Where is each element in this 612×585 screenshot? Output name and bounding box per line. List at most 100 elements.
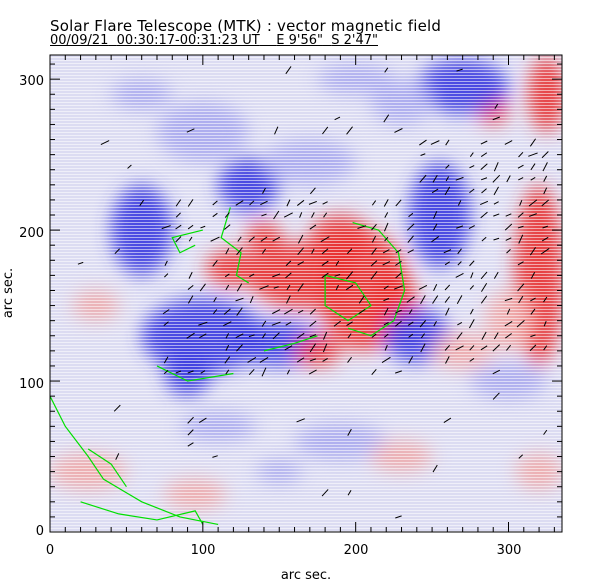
field-vector bbox=[335, 260, 340, 266]
field-vector bbox=[394, 128, 403, 133]
field-vector bbox=[260, 200, 268, 206]
field-vector bbox=[420, 295, 426, 304]
field-vector bbox=[249, 273, 255, 278]
field-vector bbox=[406, 296, 415, 303]
field-vector bbox=[543, 429, 548, 435]
contour-line bbox=[80, 501, 204, 525]
field-vector bbox=[272, 332, 280, 340]
field-vector bbox=[444, 344, 450, 351]
field-vector bbox=[322, 126, 329, 135]
field-vector bbox=[505, 213, 512, 217]
field-vector bbox=[455, 176, 464, 181]
field-vector bbox=[543, 345, 548, 351]
field-vector bbox=[445, 356, 450, 364]
field-vector bbox=[224, 212, 230, 218]
field-vector bbox=[225, 369, 230, 375]
field-vector bbox=[457, 261, 462, 266]
field-vector bbox=[480, 345, 488, 351]
field-vector bbox=[543, 296, 548, 303]
field-vector bbox=[297, 261, 304, 266]
field-vector bbox=[432, 464, 438, 473]
field-vector bbox=[504, 297, 513, 302]
field-vector bbox=[371, 200, 377, 206]
field-vector bbox=[395, 515, 402, 519]
field-vector bbox=[163, 356, 169, 364]
field-vector bbox=[443, 417, 452, 423]
field-vector bbox=[420, 343, 426, 353]
field-vector bbox=[445, 164, 450, 169]
field-vector bbox=[224, 356, 231, 364]
field-vector bbox=[419, 320, 427, 328]
field-vector bbox=[175, 236, 182, 243]
field-vector bbox=[431, 236, 440, 243]
field-vector bbox=[198, 321, 208, 326]
field-vector bbox=[321, 489, 329, 497]
field-vector bbox=[432, 295, 439, 304]
field-vector bbox=[187, 199, 194, 207]
field-vector bbox=[296, 199, 305, 206]
field-vector bbox=[518, 151, 524, 158]
field-vector bbox=[175, 199, 182, 207]
field-vector bbox=[469, 345, 475, 351]
field-vector bbox=[247, 357, 257, 363]
field-vector bbox=[432, 174, 438, 183]
field-vector bbox=[530, 334, 536, 338]
field-vector bbox=[225, 333, 230, 339]
field-vector bbox=[347, 356, 352, 363]
contour-line bbox=[87, 448, 127, 488]
field-vector bbox=[516, 320, 525, 328]
field-vector bbox=[395, 260, 402, 266]
field-vector bbox=[77, 261, 84, 265]
x-axis-label: arc sec. bbox=[281, 568, 331, 583]
field-vector bbox=[309, 224, 317, 230]
field-vector bbox=[346, 126, 353, 135]
field-vector bbox=[469, 285, 474, 290]
field-vector bbox=[431, 188, 439, 194]
field-vector bbox=[445, 139, 450, 146]
field-vector bbox=[518, 234, 524, 244]
field-vector bbox=[371, 223, 377, 231]
field-vector bbox=[311, 248, 315, 254]
field-vector bbox=[492, 174, 501, 183]
field-vector bbox=[382, 249, 390, 254]
field-vector bbox=[418, 285, 428, 290]
field-vector bbox=[175, 212, 181, 218]
field-vector bbox=[383, 333, 389, 338]
field-vector bbox=[420, 153, 426, 156]
field-vector bbox=[444, 284, 451, 291]
field-vector bbox=[444, 296, 451, 303]
field-vector bbox=[517, 283, 525, 292]
field-vector bbox=[187, 416, 194, 424]
field-vector bbox=[272, 309, 281, 315]
field-vector bbox=[213, 296, 217, 303]
field-vector bbox=[517, 261, 524, 266]
field-vector bbox=[286, 284, 291, 291]
field-vector bbox=[481, 188, 487, 194]
field-vector bbox=[443, 249, 452, 254]
field-vector bbox=[210, 236, 220, 242]
field-vector bbox=[274, 126, 279, 135]
field-vector bbox=[518, 177, 524, 181]
field-vector bbox=[297, 247, 304, 256]
field-vector bbox=[381, 356, 391, 363]
field-vector bbox=[347, 333, 352, 339]
field-vector bbox=[212, 455, 218, 458]
field-vector bbox=[480, 177, 488, 181]
contour-line bbox=[171, 229, 203, 254]
field-vector bbox=[186, 128, 195, 133]
field-vector bbox=[543, 187, 548, 195]
field-vector bbox=[517, 225, 524, 229]
field-vector bbox=[308, 369, 317, 375]
field-vector bbox=[347, 489, 352, 496]
field-vector bbox=[346, 271, 354, 280]
field-vector bbox=[444, 261, 450, 266]
field-vector bbox=[540, 248, 550, 255]
field-vector bbox=[492, 392, 500, 400]
field-vector bbox=[419, 139, 427, 146]
field-vector bbox=[456, 332, 463, 340]
x-tick-label: 100 bbox=[191, 543, 216, 558]
field-vector bbox=[236, 247, 243, 256]
field-vector bbox=[188, 236, 193, 242]
field-vector bbox=[506, 175, 511, 183]
